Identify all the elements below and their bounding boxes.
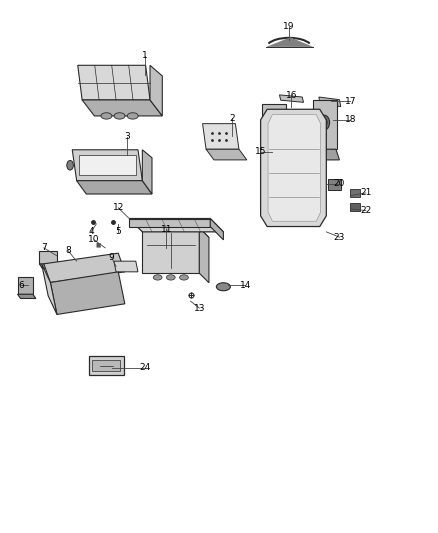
Ellipse shape bbox=[180, 274, 188, 280]
Ellipse shape bbox=[272, 120, 279, 130]
Text: 23: 23 bbox=[334, 233, 345, 241]
Text: 22: 22 bbox=[360, 206, 371, 215]
Text: 18: 18 bbox=[345, 116, 356, 124]
Polygon shape bbox=[42, 264, 57, 314]
Polygon shape bbox=[202, 124, 239, 149]
Polygon shape bbox=[266, 37, 313, 47]
Polygon shape bbox=[39, 251, 57, 264]
Text: 21: 21 bbox=[360, 189, 371, 197]
Polygon shape bbox=[72, 150, 142, 181]
Text: 1: 1 bbox=[141, 52, 148, 60]
Polygon shape bbox=[314, 149, 339, 160]
Polygon shape bbox=[264, 149, 288, 160]
Text: 3: 3 bbox=[124, 133, 130, 141]
Polygon shape bbox=[82, 100, 162, 116]
Polygon shape bbox=[50, 272, 125, 314]
Polygon shape bbox=[77, 181, 152, 194]
Text: 20: 20 bbox=[334, 180, 345, 188]
Polygon shape bbox=[78, 66, 150, 100]
Text: 19: 19 bbox=[283, 22, 295, 31]
Polygon shape bbox=[328, 179, 341, 190]
Text: 15: 15 bbox=[255, 148, 266, 156]
Ellipse shape bbox=[166, 274, 175, 280]
Text: 14: 14 bbox=[240, 281, 251, 289]
Text: 10: 10 bbox=[88, 236, 100, 244]
Ellipse shape bbox=[269, 117, 281, 133]
Polygon shape bbox=[89, 356, 124, 375]
Text: 9: 9 bbox=[109, 253, 115, 262]
Polygon shape bbox=[319, 97, 341, 107]
Polygon shape bbox=[44, 253, 125, 282]
Ellipse shape bbox=[216, 282, 230, 291]
Polygon shape bbox=[79, 155, 136, 175]
Polygon shape bbox=[114, 261, 138, 272]
Polygon shape bbox=[199, 228, 209, 282]
Polygon shape bbox=[129, 219, 223, 232]
Text: 13: 13 bbox=[194, 304, 205, 312]
Polygon shape bbox=[350, 203, 360, 211]
Polygon shape bbox=[261, 109, 326, 227]
Polygon shape bbox=[206, 149, 247, 160]
Polygon shape bbox=[142, 228, 199, 273]
Text: 2: 2 bbox=[230, 114, 235, 123]
Text: 5: 5 bbox=[115, 228, 121, 236]
Text: 8: 8 bbox=[65, 246, 71, 255]
Polygon shape bbox=[210, 219, 223, 240]
Text: 12: 12 bbox=[113, 204, 124, 212]
Text: ■: ■ bbox=[96, 242, 101, 247]
Polygon shape bbox=[262, 104, 286, 149]
Text: 11: 11 bbox=[161, 225, 172, 233]
Polygon shape bbox=[150, 66, 162, 116]
Ellipse shape bbox=[114, 112, 125, 119]
Text: 6: 6 bbox=[18, 281, 24, 289]
Text: 16: 16 bbox=[286, 92, 297, 100]
Ellipse shape bbox=[153, 274, 162, 280]
Text: 17: 17 bbox=[345, 97, 356, 106]
Text: 4: 4 bbox=[88, 228, 94, 236]
Ellipse shape bbox=[127, 112, 138, 119]
Polygon shape bbox=[142, 150, 152, 194]
Ellipse shape bbox=[67, 160, 73, 170]
Polygon shape bbox=[142, 228, 209, 238]
Text: 24: 24 bbox=[139, 364, 150, 372]
Polygon shape bbox=[268, 115, 321, 221]
Polygon shape bbox=[18, 277, 33, 294]
Polygon shape bbox=[18, 294, 36, 298]
Polygon shape bbox=[129, 219, 210, 227]
Polygon shape bbox=[350, 189, 360, 197]
Ellipse shape bbox=[321, 118, 327, 127]
Polygon shape bbox=[279, 95, 304, 102]
Ellipse shape bbox=[318, 115, 330, 130]
Polygon shape bbox=[39, 264, 60, 269]
Polygon shape bbox=[92, 360, 120, 371]
Polygon shape bbox=[313, 100, 337, 149]
Text: 7: 7 bbox=[41, 244, 47, 252]
Ellipse shape bbox=[101, 112, 112, 119]
